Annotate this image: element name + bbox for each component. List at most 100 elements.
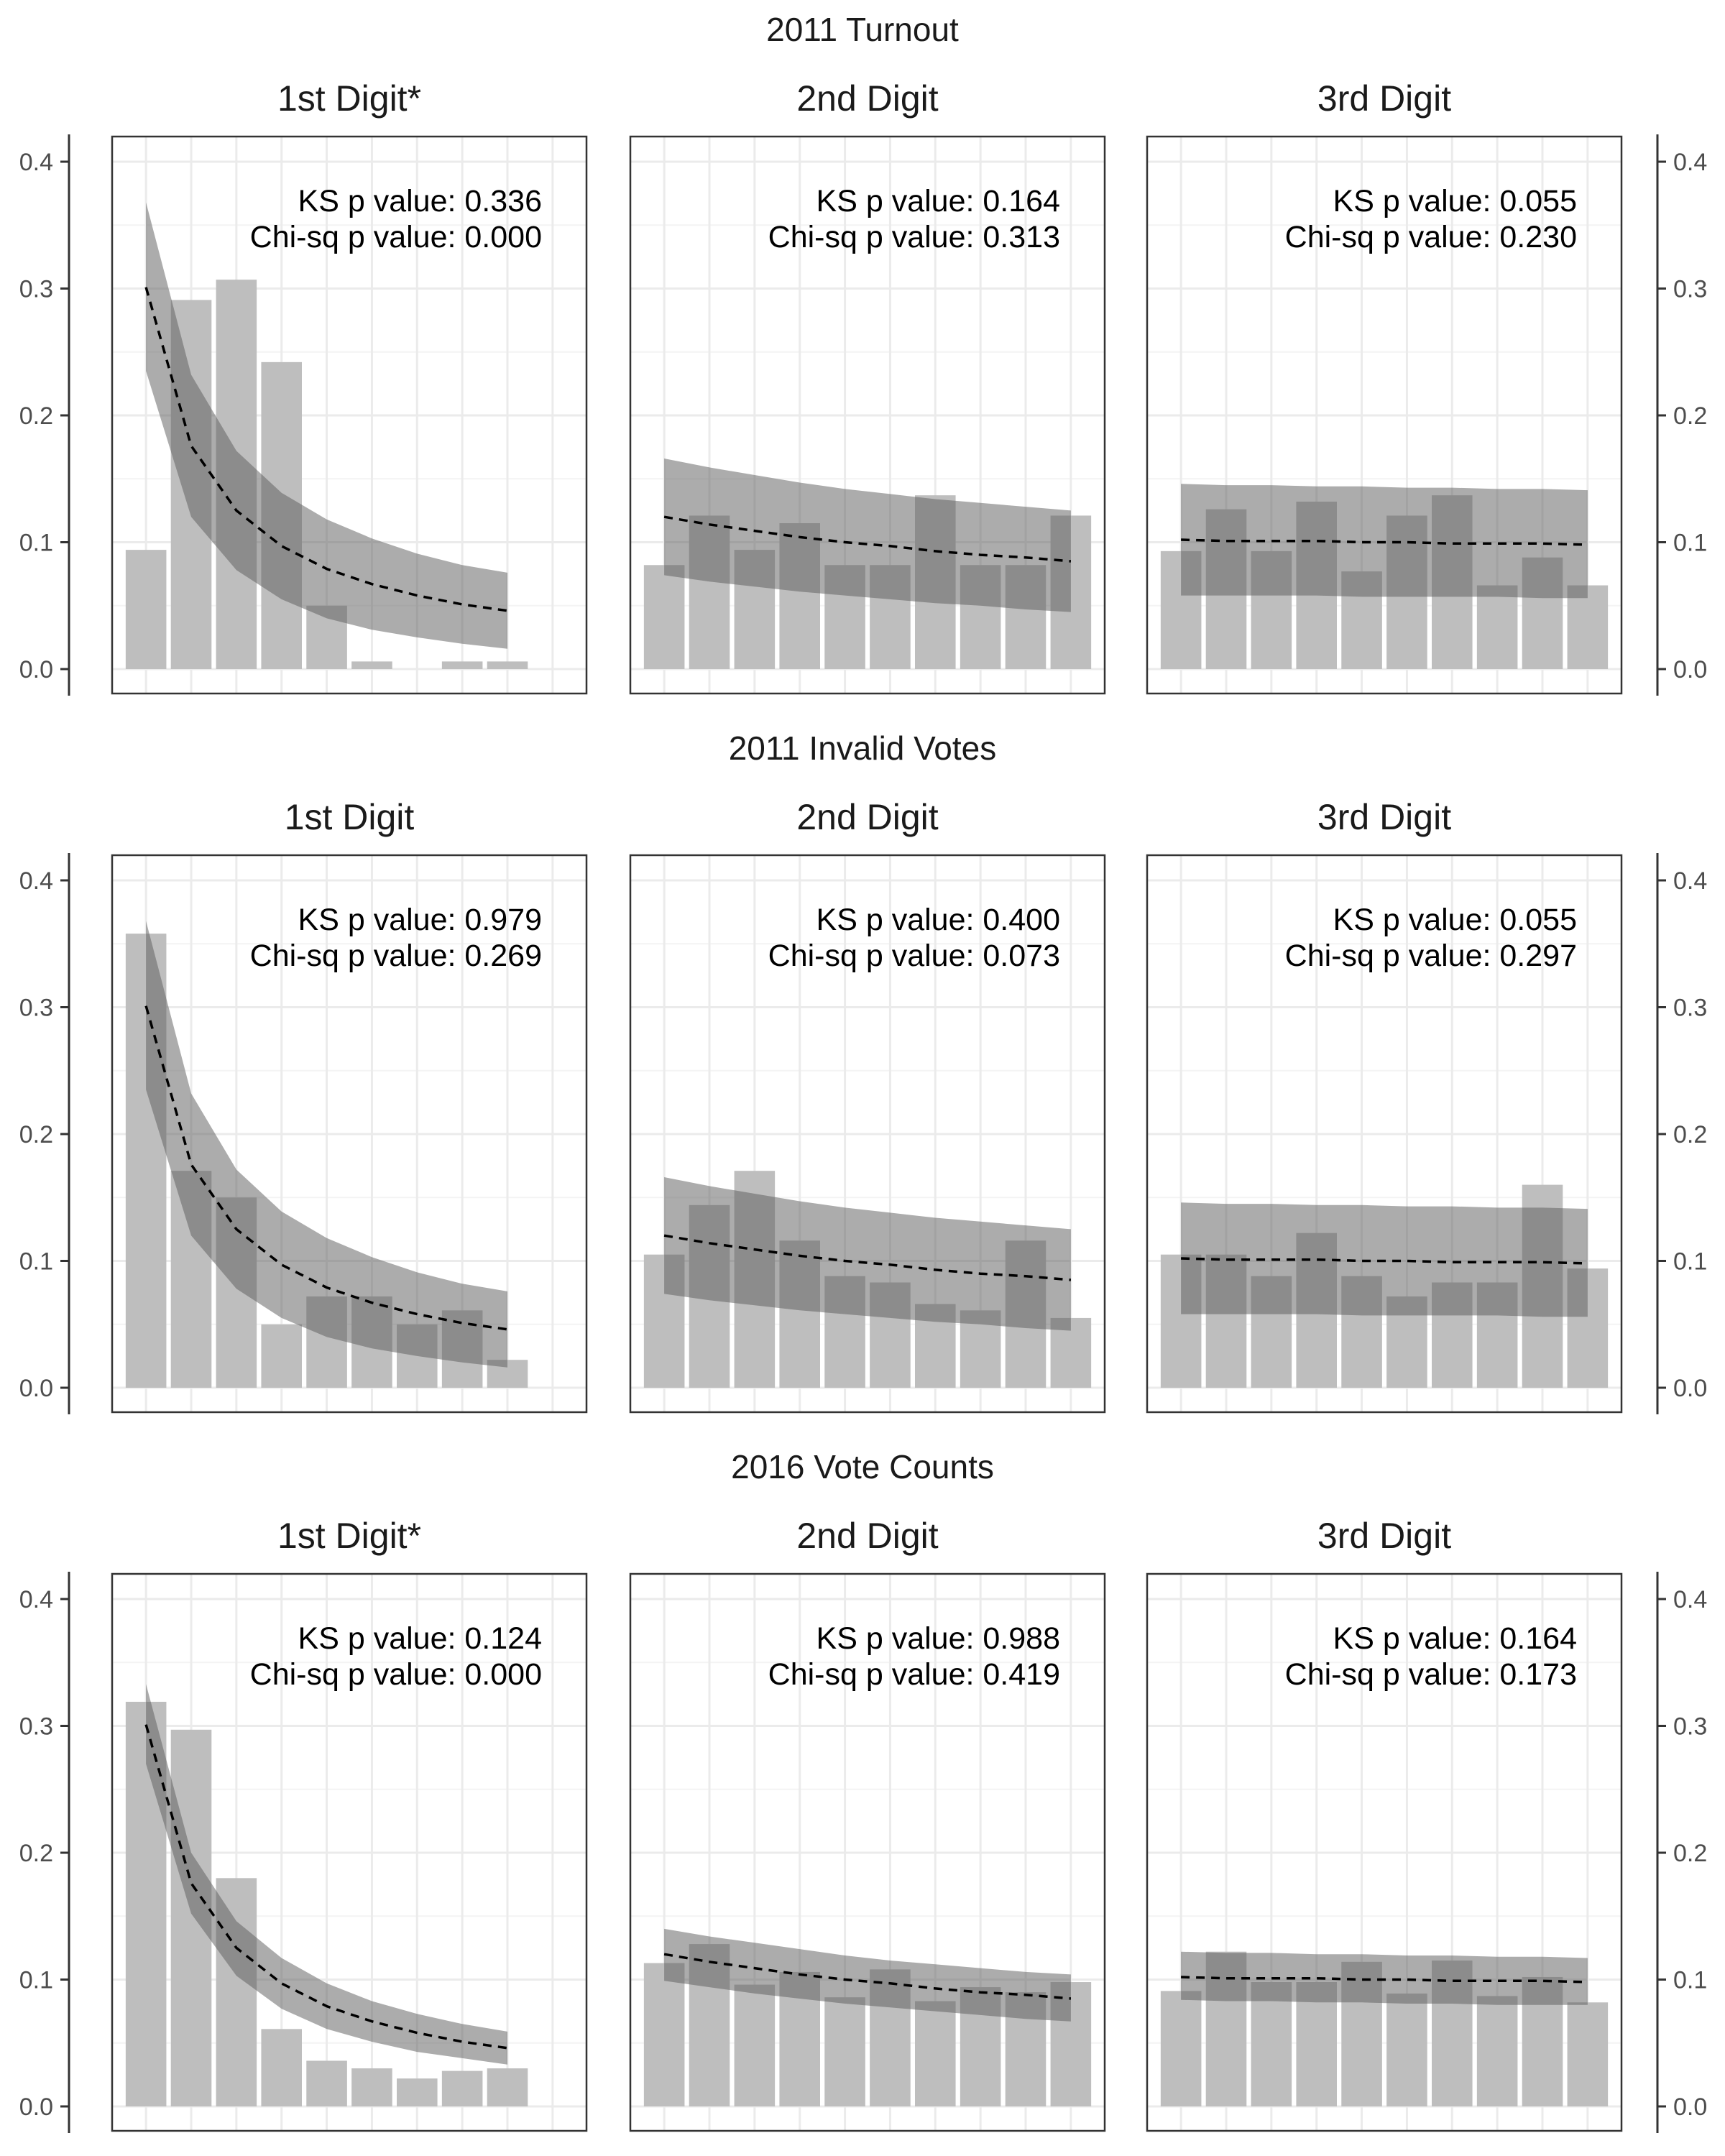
tick-label: 0.2 xyxy=(19,402,53,430)
bar xyxy=(487,661,528,669)
chi-label: Chi-sq p value: 0.000 xyxy=(250,1657,542,1692)
bar xyxy=(1386,1993,1427,2106)
expected-line xyxy=(144,1724,508,2050)
y-axis-right: 0.0 0.1 0.2 0.3 0.4 xyxy=(1656,853,1707,1414)
y-axis-left: 0.0 0.1 0.2 0.3 0.4 xyxy=(19,853,70,1414)
ks-label: KS p value: 0.055 xyxy=(1333,903,1577,937)
bar xyxy=(397,2078,438,2106)
tick-label: 0.3 xyxy=(1673,1713,1707,1741)
tick-label: 0.4 xyxy=(1673,867,1707,895)
tick-label: 0.1 xyxy=(1673,1967,1707,1994)
tick-label: 0.1 xyxy=(1673,1248,1707,1276)
expected-line xyxy=(663,1953,1072,2000)
panel-title: 3rd Digit xyxy=(1317,797,1451,837)
tick-label: 0.0 xyxy=(19,656,53,683)
tick-label: 0.2 xyxy=(19,1840,53,1867)
tick-label: 0.2 xyxy=(1673,1121,1707,1148)
ks-label: KS p value: 0.988 xyxy=(816,1621,1060,1656)
confidence-band xyxy=(146,202,507,649)
bar xyxy=(1296,1982,1337,2106)
ks-label: KS p value: 0.400 xyxy=(816,903,1060,937)
tick-label: 0.1 xyxy=(1673,530,1707,557)
panel-title: 1st Digit* xyxy=(277,1516,421,1556)
bar xyxy=(1160,1991,1202,2106)
bar xyxy=(824,1997,865,2106)
panel-border xyxy=(111,854,588,1414)
chi-label: Chi-sq p value: 0.419 xyxy=(768,1657,1060,1692)
panel-title: 3rd Digit xyxy=(1317,78,1451,119)
panel-border xyxy=(111,135,588,695)
ks-label: KS p value: 0.055 xyxy=(1333,184,1577,218)
panel-border xyxy=(1146,854,1623,1414)
y-axis-left: 0.0 0.1 0.2 0.3 0.4 xyxy=(19,134,70,696)
ks-label: KS p value: 0.336 xyxy=(298,184,542,218)
panel-title: 1st Digit xyxy=(285,797,415,837)
row-title: 2011 Invalid Votes xyxy=(729,729,997,767)
chi-label: Chi-sq p value: 0.230 xyxy=(1285,220,1577,254)
row-title: 2011 Turnout xyxy=(766,11,959,48)
tick-label: 0.2 xyxy=(19,1121,53,1148)
expected-line xyxy=(1181,538,1588,546)
ks-label: KS p value: 0.164 xyxy=(816,184,1060,218)
tick-label: 0.4 xyxy=(19,149,53,176)
y-axis-left: 0.0 0.1 0.2 0.3 0.4 xyxy=(19,1572,70,2133)
bar xyxy=(487,2068,528,2106)
bar xyxy=(1476,1996,1518,2106)
tick-label: 0.2 xyxy=(1673,1840,1707,1867)
bar xyxy=(915,2001,956,2106)
row-title: 2016 Vote Counts xyxy=(731,1448,994,1485)
tick-label: 0.3 xyxy=(19,276,53,303)
bar xyxy=(734,1984,776,2106)
bar xyxy=(261,2029,302,2106)
tick-label: 0.4 xyxy=(1673,1586,1707,1613)
tick-label: 0.3 xyxy=(1673,995,1707,1022)
bar xyxy=(1567,2002,1609,2106)
panel-row: 2011 Invalid Votes 1st Digit KS p value: 0… xyxy=(19,729,1707,1414)
confidence-band xyxy=(664,1177,1071,1331)
expected-line xyxy=(1181,1976,1588,1984)
bar xyxy=(306,2060,347,2106)
chi-label: Chi-sq p value: 0.173 xyxy=(1285,1657,1577,1692)
y-axis-right: 0.0 0.1 0.2 0.3 0.4 xyxy=(1656,134,1707,696)
confidence-band xyxy=(146,921,507,1368)
tick-label: 0.1 xyxy=(19,1248,53,1276)
panel-border xyxy=(629,1572,1106,2132)
panel-title: 3rd Digit xyxy=(1317,1516,1451,1556)
bar xyxy=(125,550,167,669)
bar xyxy=(1567,585,1609,669)
panel-border xyxy=(1146,1572,1623,2132)
panel-border xyxy=(629,135,1106,695)
tick-label: 0.4 xyxy=(19,867,53,895)
tick-label: 0.3 xyxy=(1673,276,1707,303)
expected-line xyxy=(144,287,508,612)
confidence-band xyxy=(146,1684,507,2065)
bar xyxy=(441,661,483,669)
ks-label: KS p value: 0.164 xyxy=(1333,1621,1577,1656)
tick-label: 0.2 xyxy=(1673,402,1707,430)
confidence-band xyxy=(664,1928,1071,2022)
chi-label: Chi-sq p value: 0.269 xyxy=(250,939,542,973)
chi-label: Chi-sq p value: 0.313 xyxy=(768,220,1060,254)
bar xyxy=(351,661,392,669)
tick-label: 0.0 xyxy=(19,2093,53,2121)
chi-label: Chi-sq p value: 0.000 xyxy=(250,220,542,254)
panel-row: 2016 Vote Counts 1st Digit* KS p value: 0.… xyxy=(19,1448,1707,2133)
y-axis-right: 0.0 0.1 0.2 0.3 0.4 xyxy=(1656,1572,1707,2133)
panel-border xyxy=(111,1572,588,2132)
ks-label: KS p value: 0.124 xyxy=(298,1621,542,1656)
confidence-band xyxy=(664,459,1071,612)
ks-label: KS p value: 0.979 xyxy=(298,903,542,937)
tick-label: 0.0 xyxy=(1673,2093,1707,2121)
tick-label: 0.0 xyxy=(1673,1375,1707,1402)
bar xyxy=(643,565,685,669)
bar xyxy=(441,2070,483,2106)
expected-line xyxy=(144,1005,508,1331)
bar xyxy=(1251,1982,1292,2106)
